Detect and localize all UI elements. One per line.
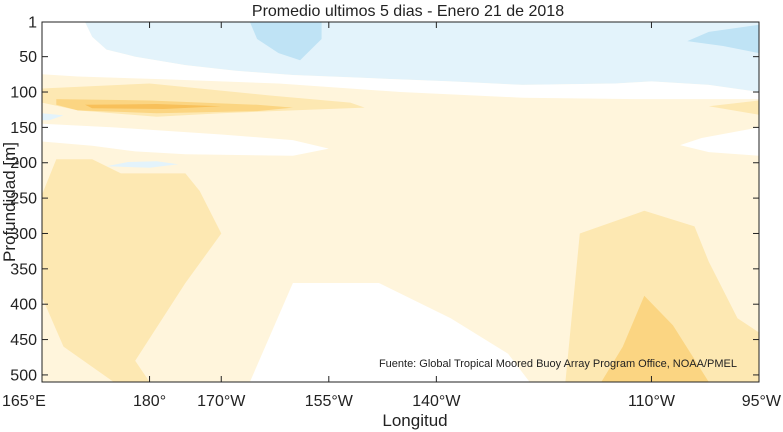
contour-region-neg1 [106,161,179,168]
contour-region-neg1 [42,113,64,121]
x-axis-label: Longitud [382,411,447,430]
plot-frame [41,21,760,383]
y-tick-label: 450 [10,332,37,349]
contour-region-neg2 [687,24,759,54]
x-tick-label: 155°W [305,393,354,410]
y-tick-label: 150 [10,120,37,137]
y-tick-label: 100 [10,85,37,102]
y-tick-label: 1 [28,15,37,32]
contour-region-zero [249,283,530,382]
contour-region-zero [680,127,759,156]
x-tick-label: 140°W [412,393,461,410]
x-tick-label: 170°W [197,393,246,410]
chart-title: Promedio ultimos 5 dias - Enero 21 de 20… [252,3,564,20]
contour-region-pos4 [85,104,222,109]
contour-region-neg1 [85,22,759,92]
contour-region-neg2 [249,22,322,61]
contour-region-pos2 [708,100,759,115]
y-tick-label: 400 [10,297,37,314]
y-tick-label: 500 [10,367,37,384]
x-tick-label: 180° [133,393,166,410]
contour-region-zero [42,22,759,100]
contour-region-pos3 [601,295,709,382]
source-note: Fuente: Global Tropical Moored Buoy Arra… [379,358,737,370]
x-tick-label: 110°W [628,393,676,410]
y-axis-label: Profundidad [m] [0,142,19,262]
contour-regions [42,22,759,382]
y-tick-label: 300 [10,226,37,243]
x-tick-label: 95°W [742,393,782,410]
contour-region-pos2 [565,210,759,382]
contour-region-zero [42,123,329,156]
y-tick-label: 200 [10,155,37,172]
y-tick-label: 50 [19,49,37,66]
y-tick-label: 250 [10,191,37,208]
x-axis: 165°E 180° 170°W 155°W 140°W 110°W 95°W [2,22,782,410]
x-tick-label: 165°E [2,393,46,410]
contour-region-pos2 [42,159,222,382]
y-tick-label: 350 [10,261,37,278]
